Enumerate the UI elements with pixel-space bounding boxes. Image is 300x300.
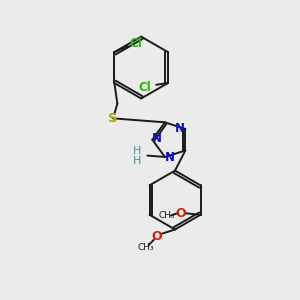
Text: N: N [165,151,175,164]
Text: CH₃: CH₃ [159,211,175,220]
Text: CH₃: CH₃ [137,243,154,252]
Text: Cl: Cl [130,37,142,50]
Text: H: H [133,156,141,166]
Text: Cl: Cl [138,81,151,94]
Text: O: O [152,230,162,243]
Text: N: N [152,132,162,145]
Text: N: N [175,122,185,136]
Text: O: O [175,207,186,220]
Text: H: H [133,146,141,156]
Text: S: S [108,112,118,125]
